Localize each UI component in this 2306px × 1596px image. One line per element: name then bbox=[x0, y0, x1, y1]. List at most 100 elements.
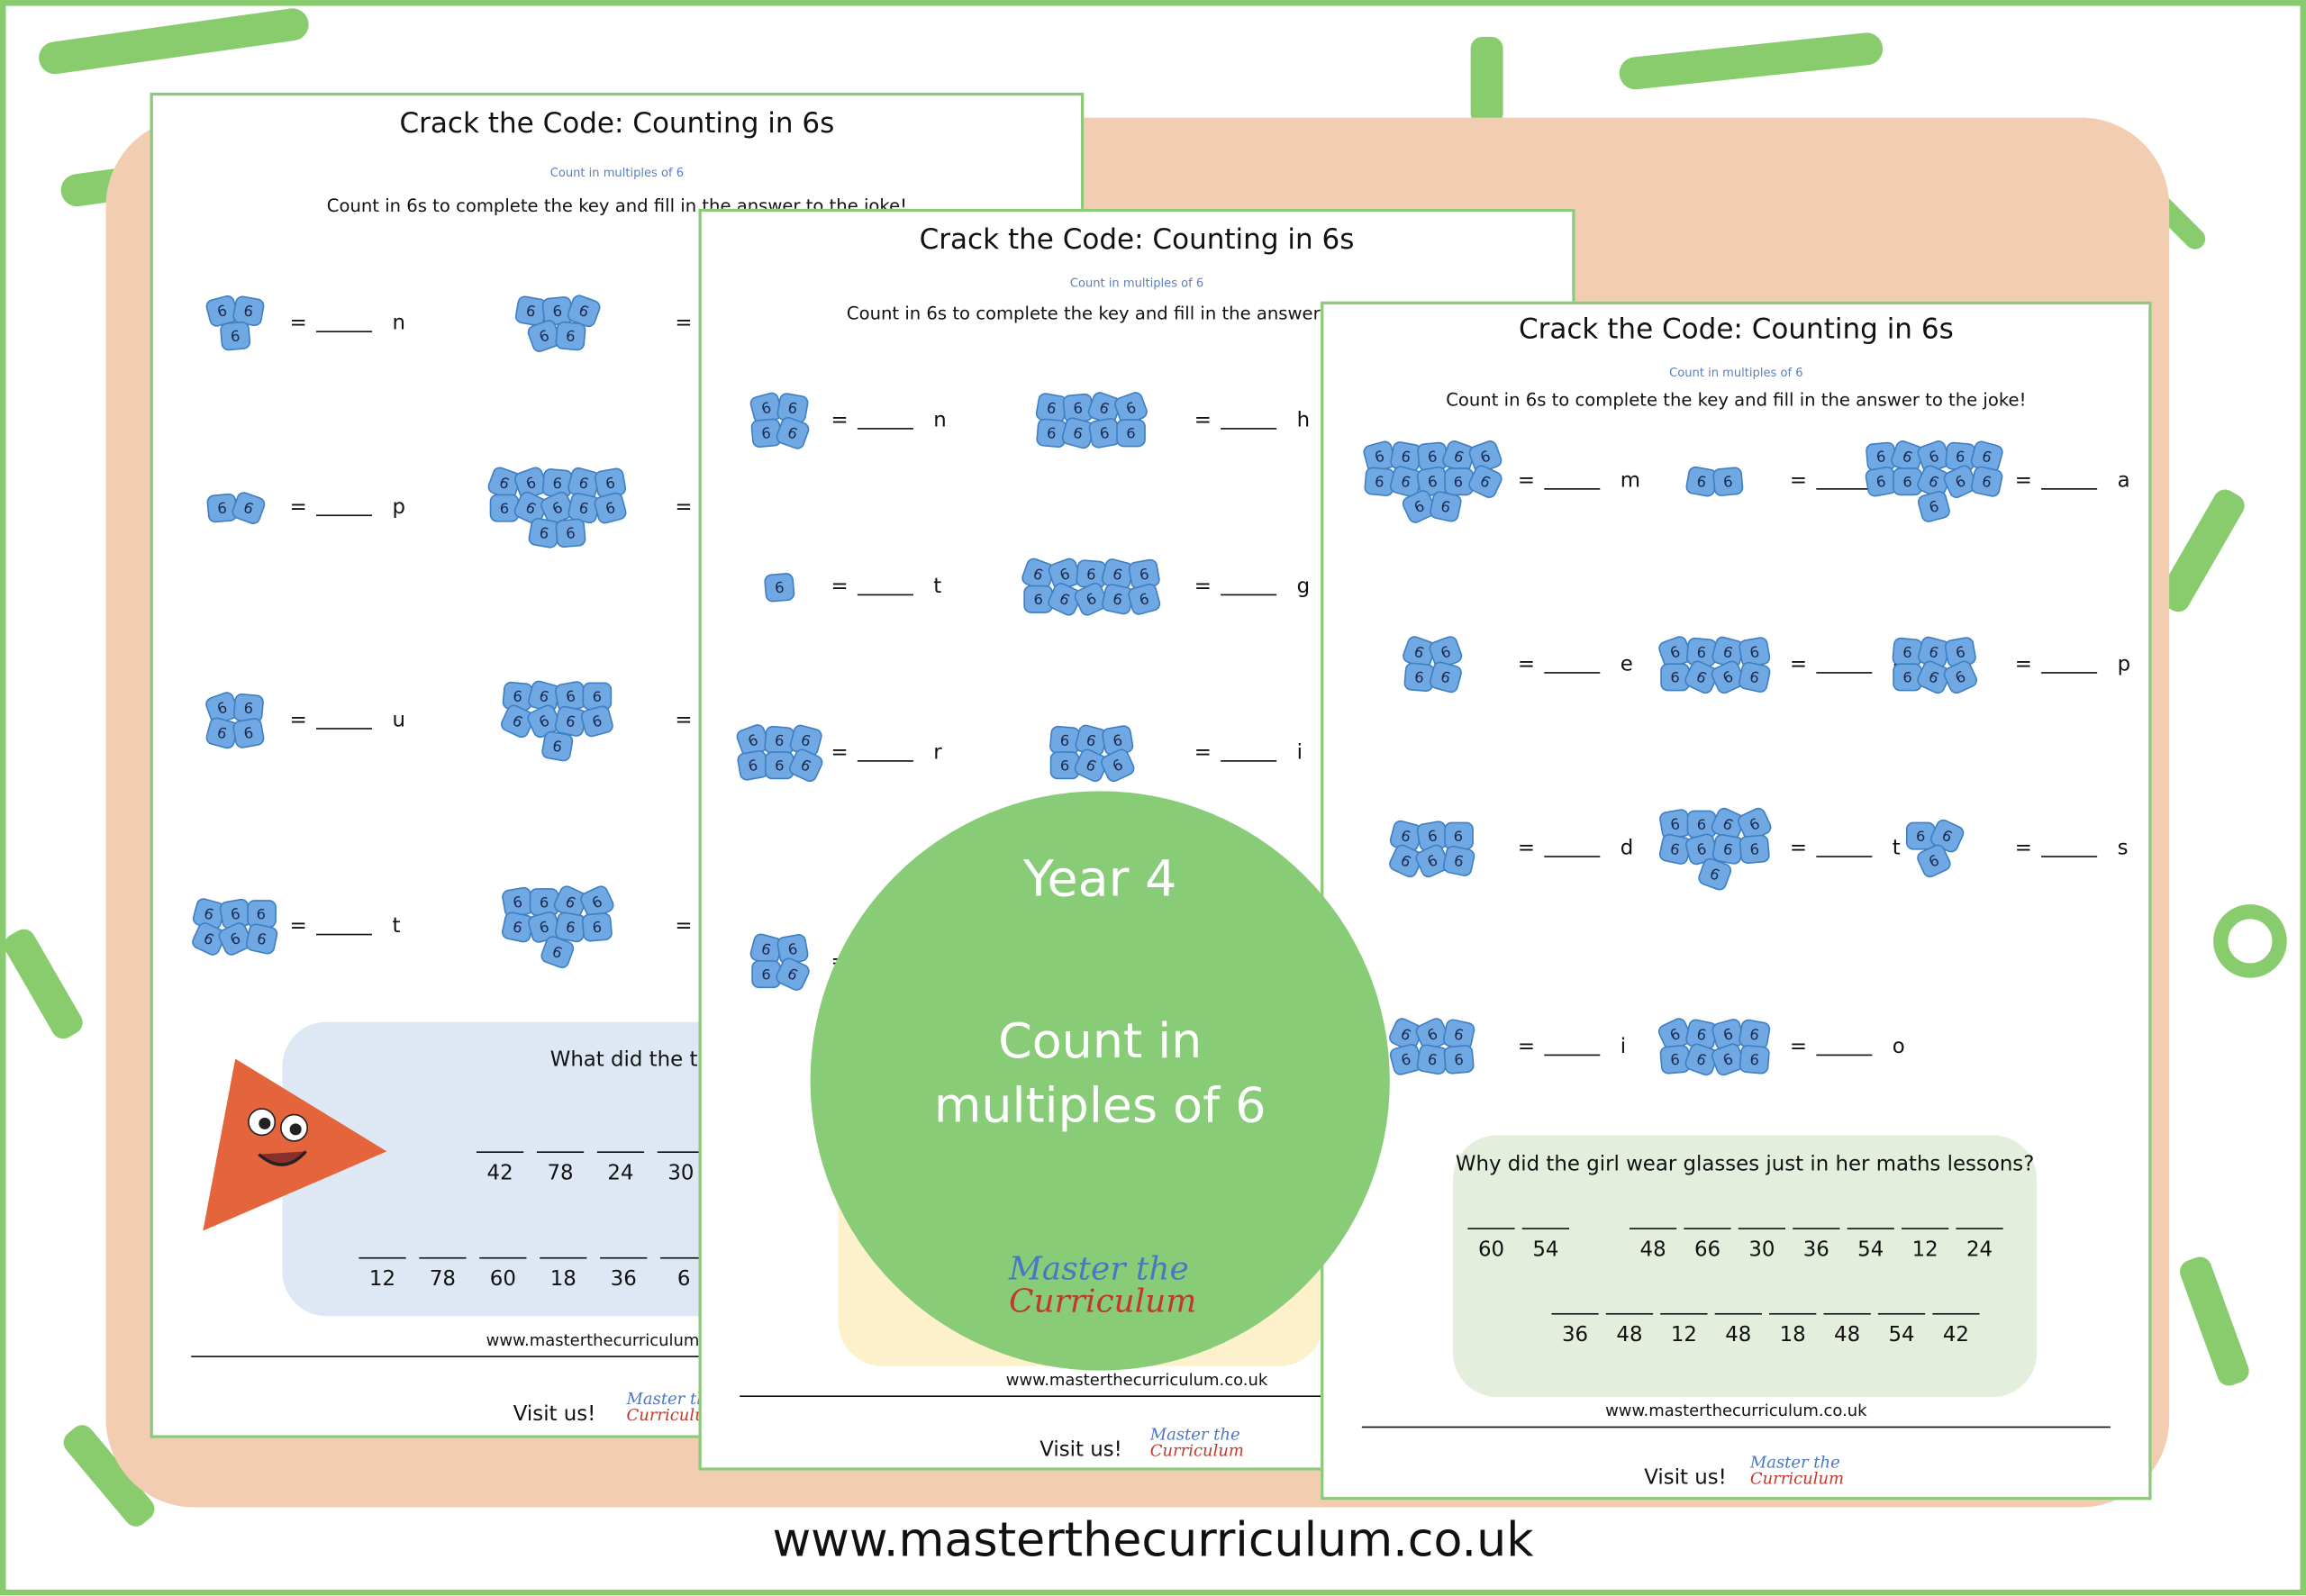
equals-sign: = bbox=[2014, 652, 2032, 677]
equals-sign: = bbox=[831, 575, 849, 599]
logo-line: Curriculum bbox=[626, 1405, 721, 1426]
key-item: 6 6 6 = n bbox=[179, 250, 405, 397]
badge-year: Year 4 bbox=[1022, 849, 1177, 909]
answer-blank bbox=[1220, 593, 1276, 595]
equals-sign: = bbox=[1789, 468, 1808, 493]
bag: 6 bbox=[1711, 466, 1744, 496]
logo: Master the Curriculum bbox=[627, 1391, 721, 1423]
code-number: 24 bbox=[596, 1151, 645, 1185]
badge: Year 4 Count in multiples of 6 Master th… bbox=[810, 791, 1390, 1371]
sheet-title: Crack the Code: Counting in 6s bbox=[399, 107, 835, 141]
answer-blank bbox=[857, 427, 913, 429]
bag: 6 bbox=[229, 489, 267, 526]
key-item: 6 6 6 6 6 6 6 6 6 6 6 6 = bbox=[440, 434, 777, 581]
bag: 6 bbox=[763, 571, 795, 603]
equals-sign: = bbox=[1789, 652, 1808, 677]
equals-sign: = bbox=[831, 740, 849, 765]
equals-sign: = bbox=[2014, 836, 2032, 861]
code-number: 42 bbox=[476, 1151, 524, 1185]
key-item: 6 = t bbox=[728, 513, 941, 660]
key-letter: e bbox=[1620, 652, 1633, 677]
website: www.masterthecurriculum.co.uk bbox=[1005, 1370, 1268, 1390]
logo: Master the Curriculum bbox=[1750, 1455, 1844, 1487]
key-item: 6 6 6 6 6 6 6 6 6 6 6 = a bbox=[1853, 407, 2130, 554]
badge-topic: Count in multiples of 6 bbox=[933, 1011, 1266, 1134]
code-number: 30 bbox=[1738, 1228, 1786, 1262]
equals-sign: = bbox=[1194, 575, 1212, 599]
key-letter: o bbox=[1892, 1035, 1905, 1059]
key-item: 6 6 6 6 = n bbox=[728, 347, 947, 494]
sheet-title: Crack the Code: Counting in 6s bbox=[919, 223, 1355, 257]
bag: 6 bbox=[1443, 467, 1474, 495]
sheet-subtitle: Count in multiples of 6 bbox=[1069, 276, 1204, 290]
key-item: 6 6 6 6 6 6 = i bbox=[988, 679, 1303, 826]
answer-blank bbox=[2040, 855, 2097, 857]
bag: 6 bbox=[786, 746, 826, 784]
equals-sign: = bbox=[1517, 468, 1536, 493]
key-letter: p bbox=[2117, 652, 2131, 677]
bag: 6 bbox=[774, 414, 812, 451]
answer-blank bbox=[1815, 1053, 1872, 1056]
key-letter: t bbox=[933, 575, 942, 599]
footer-url: www.masterthecurriculum.co.uk bbox=[772, 1511, 1534, 1568]
code-number: 78 bbox=[536, 1151, 585, 1185]
bag: 6 bbox=[1440, 844, 1475, 878]
bag: 6 bbox=[1126, 582, 1162, 617]
joke-question: Why did the girl wear glasses just in he… bbox=[1455, 1152, 2035, 1177]
answer-blank bbox=[857, 593, 913, 595]
key-letter: r bbox=[933, 740, 942, 765]
key-item: 6 6 6 6 6 6 6 6 = o bbox=[1639, 974, 1905, 1120]
bag: 6 bbox=[581, 911, 613, 942]
answer-blank bbox=[857, 759, 913, 761]
equals-sign: = bbox=[1194, 408, 1212, 432]
code-number: 18 bbox=[1769, 1312, 1817, 1347]
visit-text: Visit us! bbox=[1040, 1437, 1122, 1462]
key-item: 6 6 6 6 6 6 = r bbox=[728, 679, 942, 826]
equals-sign: = bbox=[1517, 652, 1536, 677]
bag: 6 bbox=[1940, 657, 1980, 696]
code-number: 24 bbox=[1956, 1228, 2003, 1262]
bag: 6 bbox=[540, 729, 575, 762]
code-number: 36 bbox=[1551, 1312, 1599, 1347]
code-number: 12 bbox=[359, 1256, 406, 1291]
equals-sign: = bbox=[289, 312, 307, 336]
equals-sign: = bbox=[831, 408, 849, 432]
key-letter: i bbox=[1620, 1035, 1627, 1059]
equals-sign: = bbox=[675, 495, 693, 520]
visit-text: Visit us! bbox=[1644, 1465, 1727, 1490]
key-letter: m bbox=[1620, 468, 1641, 493]
logo: Master the Curriculum bbox=[1150, 1427, 1244, 1459]
sheet-subtitle: Count in multiples of 6 bbox=[549, 166, 685, 180]
equals-sign: = bbox=[1789, 1035, 1808, 1059]
bag: 6 bbox=[246, 900, 277, 929]
bag: 6 bbox=[1098, 746, 1138, 784]
equals-sign: = bbox=[675, 312, 693, 336]
answer-blank bbox=[2040, 671, 2097, 673]
website: www.masterthecurriculum.co.uk bbox=[1605, 1401, 1867, 1421]
code-number: 18 bbox=[540, 1256, 587, 1291]
divider bbox=[191, 1356, 1043, 1357]
code-number: 42 bbox=[1932, 1312, 1980, 1347]
answer-blank bbox=[315, 727, 372, 729]
code-number: 48 bbox=[1629, 1228, 1677, 1262]
sheet-instruction: Count in 6s to complete the key and fill… bbox=[1446, 389, 2027, 411]
code-number: 30 bbox=[657, 1151, 705, 1185]
bag: 6 bbox=[554, 321, 587, 351]
key-letter: p bbox=[392, 495, 405, 520]
equals-sign: = bbox=[2014, 468, 2032, 493]
